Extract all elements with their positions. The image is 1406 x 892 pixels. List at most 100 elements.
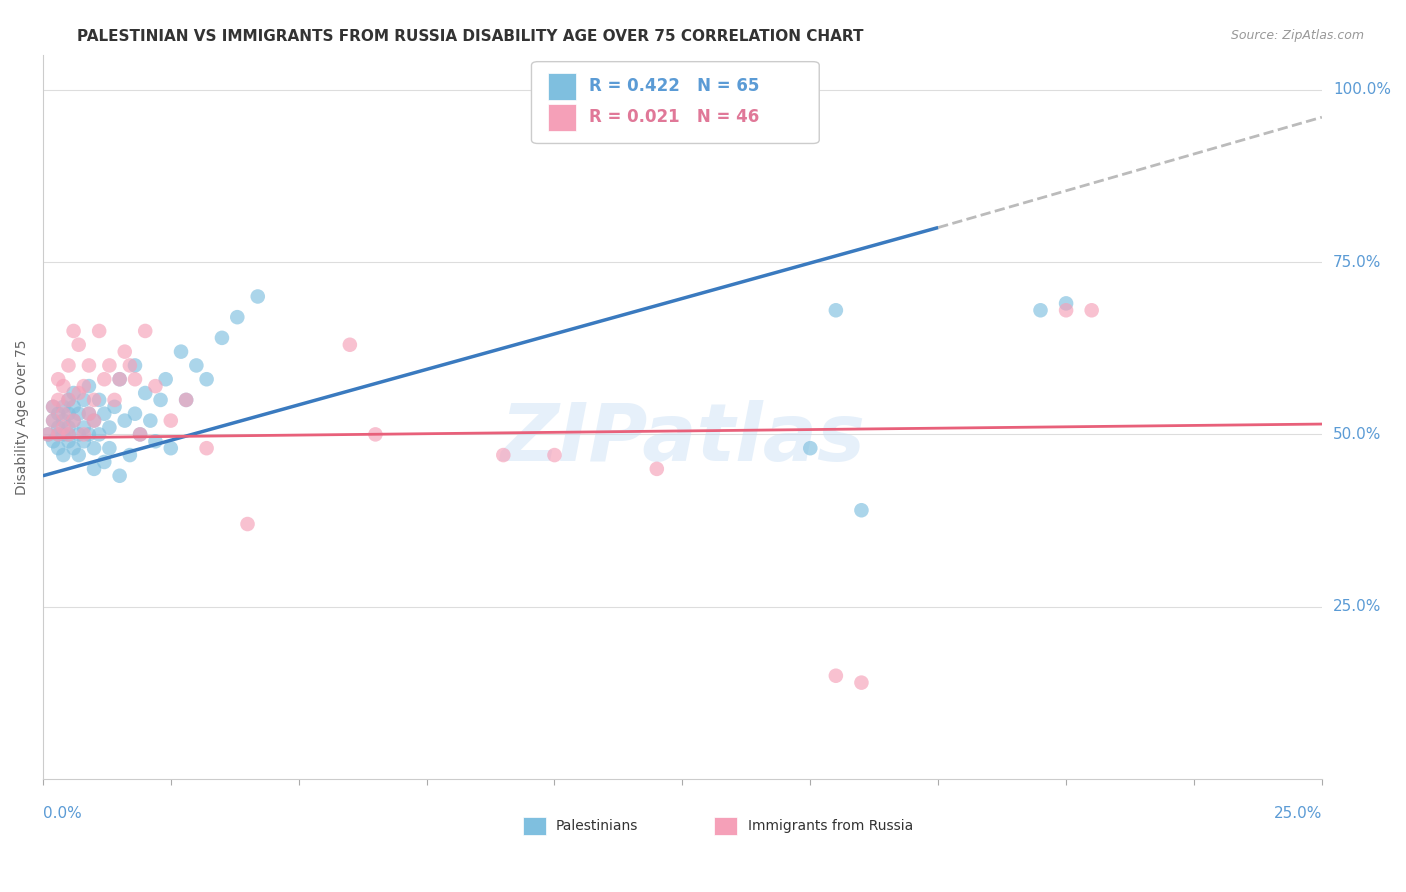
Point: [1029, 303, 1052, 318]
Text: R = 0.422   N = 65: R = 0.422 N = 65: [589, 78, 759, 95]
Point: [98, 359, 121, 373]
Bar: [548, 72, 576, 100]
Point: [42, 400, 65, 414]
Point: [52, 414, 75, 428]
Point: [159, 414, 181, 428]
Point: [77, 359, 100, 373]
Point: [46, 407, 69, 421]
Point: [98, 441, 121, 455]
Point: [195, 441, 218, 455]
Point: [62, 400, 84, 414]
Point: [98, 420, 121, 434]
Bar: [523, 817, 546, 835]
Point: [139, 414, 162, 428]
Point: [83, 414, 105, 428]
Text: 100.0%: 100.0%: [1333, 82, 1391, 97]
Point: [149, 392, 172, 407]
Point: [118, 359, 141, 373]
Point: [52, 407, 75, 421]
Bar: [714, 817, 737, 835]
Point: [62, 414, 84, 428]
Point: [73, 392, 96, 407]
Point: [134, 324, 156, 338]
Point: [83, 414, 105, 428]
Point: [37, 427, 59, 442]
Point: [83, 462, 105, 476]
Point: [58, 427, 80, 442]
Point: [155, 372, 177, 386]
Point: [236, 516, 259, 531]
Point: [46, 427, 69, 442]
Point: [62, 324, 84, 338]
Point: [145, 379, 167, 393]
Point: [108, 468, 131, 483]
Point: [42, 400, 65, 414]
Point: [62, 414, 84, 428]
Point: [145, 434, 167, 449]
Point: [73, 379, 96, 393]
Point: [52, 379, 75, 393]
Point: [42, 434, 65, 449]
Point: [124, 407, 146, 421]
Point: [129, 427, 152, 442]
Point: [58, 392, 80, 407]
Text: 50.0%: 50.0%: [1333, 427, 1381, 442]
Point: [114, 344, 136, 359]
Point: [159, 441, 181, 455]
Point: [124, 372, 146, 386]
Point: [1054, 303, 1077, 318]
Point: [46, 372, 69, 386]
Point: [89, 392, 111, 407]
Point: [58, 392, 80, 407]
Point: [37, 427, 59, 442]
Point: [46, 392, 69, 407]
Point: [211, 331, 233, 345]
Point: [108, 372, 131, 386]
Point: [799, 441, 821, 455]
Point: [52, 400, 75, 414]
Point: [118, 448, 141, 462]
Text: PALESTINIAN VS IMMIGRANTS FROM RUSSIA DISABILITY AGE OVER 75 CORRELATION CHART: PALESTINIAN VS IMMIGRANTS FROM RUSSIA DI…: [77, 29, 863, 44]
Point: [851, 503, 873, 517]
Point: [58, 420, 80, 434]
Text: Palestinians: Palestinians: [555, 819, 638, 833]
Point: [89, 427, 111, 442]
Point: [62, 386, 84, 401]
FancyBboxPatch shape: [531, 62, 820, 144]
Point: [46, 427, 69, 442]
Point: [246, 289, 269, 303]
Point: [543, 448, 565, 462]
Point: [186, 359, 208, 373]
Point: [58, 434, 80, 449]
Point: [174, 392, 197, 407]
Y-axis label: Disability Age Over 75: Disability Age Over 75: [15, 339, 30, 495]
Point: [46, 420, 69, 434]
Point: [124, 359, 146, 373]
Point: [62, 441, 84, 455]
Point: [83, 441, 105, 455]
Point: [364, 427, 387, 442]
Point: [58, 359, 80, 373]
Text: ZIPatlas: ZIPatlas: [501, 400, 865, 478]
Text: 0.0%: 0.0%: [44, 806, 82, 821]
Point: [1080, 303, 1102, 318]
Point: [52, 448, 75, 462]
Point: [129, 427, 152, 442]
Point: [103, 400, 125, 414]
Point: [67, 407, 90, 421]
Point: [645, 462, 668, 476]
Point: [73, 420, 96, 434]
Point: [67, 427, 90, 442]
Point: [108, 372, 131, 386]
Point: [77, 379, 100, 393]
Bar: [548, 103, 576, 131]
Point: [339, 337, 361, 351]
Point: [58, 407, 80, 421]
Point: [134, 386, 156, 401]
Point: [93, 407, 115, 421]
Point: [93, 372, 115, 386]
Point: [83, 392, 105, 407]
Point: [114, 414, 136, 428]
Point: [492, 448, 515, 462]
Point: [195, 372, 218, 386]
